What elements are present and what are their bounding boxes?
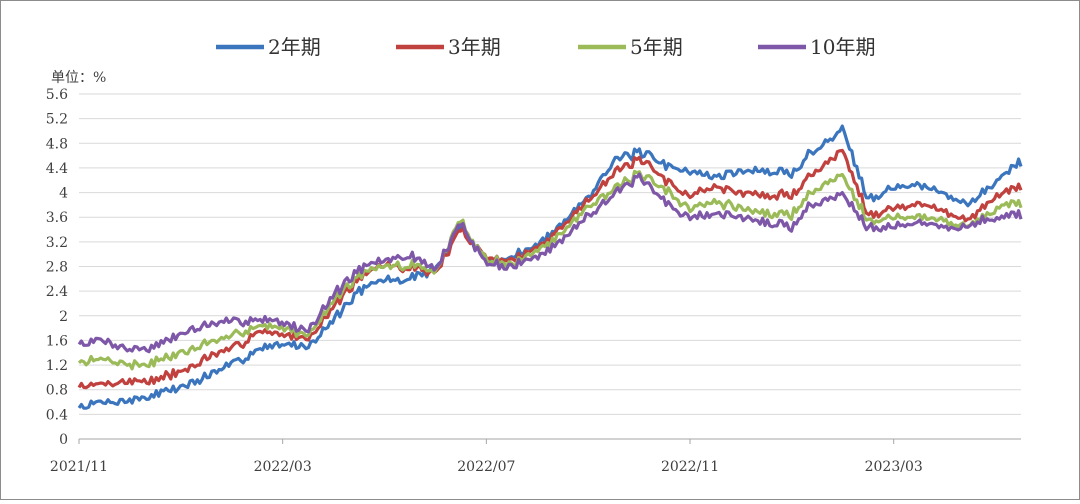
x-tick-label: 2022/11 (661, 459, 719, 475)
y-tick-label: 0 (59, 432, 68, 448)
legend-label: 3年期 (448, 35, 501, 59)
unit-label: 单位：% (51, 70, 106, 86)
y-tick-label: 5.2 (46, 112, 68, 128)
y-tick-label: 1.2 (46, 358, 68, 374)
series-lines (77, 124, 1023, 410)
y-tick-label: 0.8 (46, 383, 68, 399)
series-line (77, 169, 1023, 371)
legend-label: 10年期 (810, 35, 875, 59)
y-tick-label: 4.4 (46, 161, 68, 177)
x-tick-label: 2022/03 (254, 459, 312, 475)
y-tick-label: 4.8 (46, 136, 68, 152)
y-tick-label: 2.8 (46, 260, 68, 276)
x-tick-label: 2022/07 (457, 459, 515, 475)
y-axis: 0 0.4 0.8 1.2 1.6 2 2.4 2.8 3.2 3.6 4 4.4 4.8 5.2 5.6 (46, 87, 68, 448)
y-tick-label: 0.4 (46, 407, 68, 423)
x-tick-label: 2021/11 (50, 459, 108, 475)
x-axis: 2021/11 2022/03 2022/07 2022/11 2023/03 (50, 439, 923, 475)
legend-label: 5年期 (630, 35, 683, 59)
y-tick-label: 3.6 (46, 210, 68, 226)
y-tick-label: 2.4 (46, 284, 68, 300)
legend: 2年期 3年期 5年期 10年期 (216, 35, 875, 59)
y-tick-label: 4 (59, 186, 68, 202)
gridlines (79, 93, 1021, 440)
y-tick-label: 1.6 (46, 333, 68, 349)
series-line (77, 172, 1023, 354)
y-tick-label: 5.6 (46, 87, 68, 103)
legend-label: 2年期 (268, 35, 321, 59)
y-tick-label: 2 (59, 309, 68, 325)
y-tick-label: 3.2 (46, 235, 68, 251)
series-line (77, 148, 1023, 390)
x-tick-label: 2023/03 (865, 459, 923, 475)
